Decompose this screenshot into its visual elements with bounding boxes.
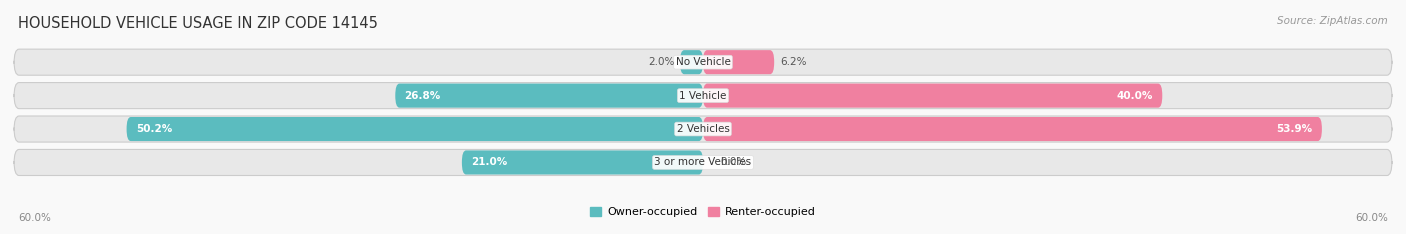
Text: 26.8%: 26.8% [405,91,440,101]
FancyBboxPatch shape [681,50,703,74]
FancyBboxPatch shape [395,84,703,108]
Text: HOUSEHOLD VEHICLE USAGE IN ZIP CODE 14145: HOUSEHOLD VEHICLE USAGE IN ZIP CODE 1414… [18,16,378,31]
Text: 53.9%: 53.9% [1277,124,1313,134]
Text: 2 Vehicles: 2 Vehicles [676,124,730,134]
Text: 3 or more Vehicles: 3 or more Vehicles [654,157,752,168]
Legend: Owner-occupied, Renter-occupied: Owner-occupied, Renter-occupied [586,203,820,222]
FancyBboxPatch shape [703,50,775,74]
Text: 21.0%: 21.0% [471,157,508,168]
FancyBboxPatch shape [127,117,703,141]
FancyBboxPatch shape [14,150,1392,176]
Text: 6.2%: 6.2% [780,57,807,67]
Text: 60.0%: 60.0% [18,213,51,223]
Text: 50.2%: 50.2% [136,124,172,134]
FancyBboxPatch shape [14,83,1392,109]
Text: 40.0%: 40.0% [1116,91,1153,101]
FancyBboxPatch shape [14,116,1392,142]
Text: No Vehicle: No Vehicle [675,57,731,67]
Text: 60.0%: 60.0% [1355,213,1388,223]
Text: 2.0%: 2.0% [648,57,675,67]
FancyBboxPatch shape [703,84,1163,108]
Text: 0.0%: 0.0% [720,157,747,168]
FancyBboxPatch shape [14,49,1392,75]
Text: 1 Vehicle: 1 Vehicle [679,91,727,101]
Text: Source: ZipAtlas.com: Source: ZipAtlas.com [1277,16,1388,26]
FancyBboxPatch shape [703,117,1322,141]
FancyBboxPatch shape [461,150,703,175]
